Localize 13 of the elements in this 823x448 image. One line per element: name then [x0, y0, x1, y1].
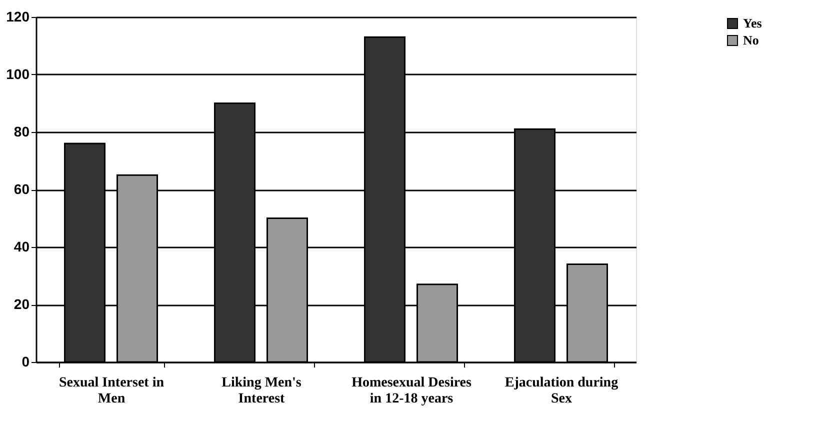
y-tick-label: 40: [14, 238, 30, 254]
x-tick-label: Liking Men's Interest: [222, 376, 302, 406]
legend-label: Yes: [743, 16, 762, 30]
y-tick-label: 120: [6, 8, 30, 24]
x-tick-label: Homesexual Desires in 12-18 years: [352, 376, 472, 406]
y-tick-label: 60: [14, 181, 30, 197]
y-tick-label: 80: [14, 124, 30, 140]
y-tick-label: 20: [14, 296, 30, 312]
y-tick-label: 100: [6, 66, 30, 82]
y-tick-label: 0: [22, 354, 30, 370]
x-tick-label: Sexual Interset in Men: [59, 376, 164, 406]
x-tick-label: Ejaculation during Sex: [504, 376, 618, 406]
legend-label: No: [743, 32, 759, 48]
